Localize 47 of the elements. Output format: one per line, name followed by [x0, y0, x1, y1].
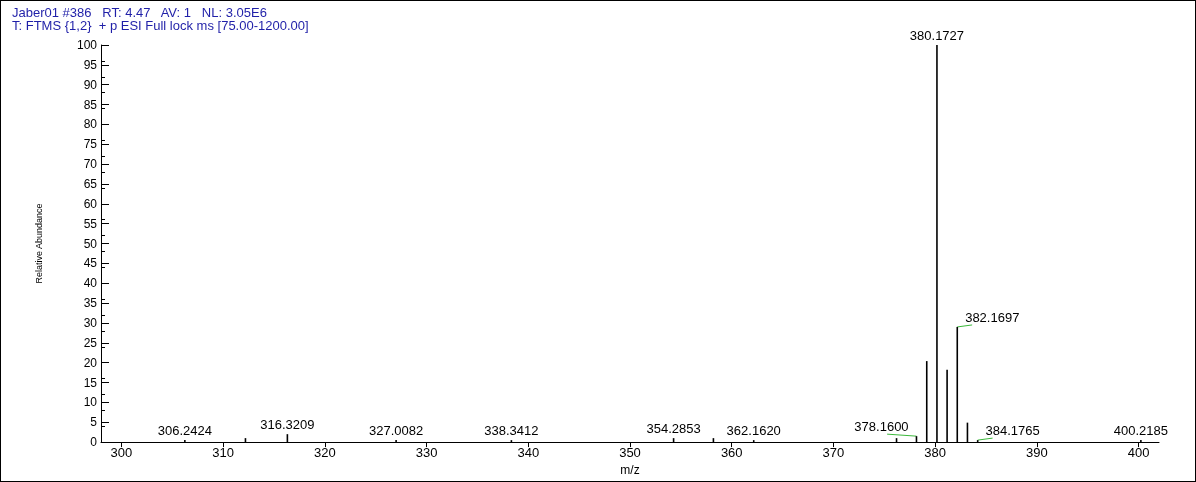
- y-tick-label: 45: [83, 256, 98, 271]
- annotation: 338.3412: [484, 423, 539, 439]
- y-tick-label: 75: [83, 137, 98, 152]
- y-tick-label: 85: [83, 97, 98, 112]
- x-tick-label: 310: [212, 445, 234, 461]
- y-tick-label: 60: [83, 196, 98, 211]
- annotation: 327.0082: [368, 423, 424, 439]
- y-tick-label: 15: [83, 375, 98, 390]
- y-axis-title: Relative Abundance: [33, 203, 44, 284]
- annotation: 354.2853: [646, 421, 701, 437]
- annotation: 384.1765: [985, 423, 1040, 439]
- x-tick-label: 380: [924, 445, 947, 461]
- x-tick-label: 400: [1127, 445, 1150, 461]
- x-tick-label: 300: [110, 445, 133, 461]
- x-tick-label: 330: [415, 445, 438, 461]
- annotation: 306.2424: [157, 423, 212, 439]
- annotation: 400.2185: [1113, 423, 1168, 439]
- annotation: 316.3209: [260, 417, 315, 433]
- y-tick-label: 25: [83, 335, 98, 350]
- x-tick-label: 340: [517, 445, 540, 461]
- annotation: 378.1600: [854, 419, 909, 435]
- y-tick-label: 35: [83, 296, 98, 311]
- y-tick-label: 70: [83, 157, 98, 172]
- chart-subtitle: T: FTMS {1,2} + p ESI Full lock ms [75.00-1200.00]: [12, 18, 309, 33]
- y-tick-label: 50: [83, 236, 98, 251]
- annotation: 362.1620: [726, 423, 781, 439]
- chart-title: Jaber01 #386 RT: 4.47 AV: 1 NL: 3.05E6: [12, 5, 267, 20]
- y-tick-label: 55: [83, 216, 98, 231]
- x-tick-label: 370: [822, 445, 845, 461]
- y-tick-label: 0: [90, 435, 98, 450]
- x-tick-label: 350: [619, 445, 641, 461]
- x-axis-title: m/z: [620, 463, 640, 477]
- y-tick-label: 20: [83, 355, 98, 370]
- y-tick-label: 80: [83, 117, 98, 132]
- annotation: 382.1697: [965, 309, 1020, 325]
- x-tick-label: 390: [1026, 445, 1048, 461]
- y-tick-label: 5: [90, 415, 98, 430]
- y-tick-label: 40: [83, 276, 98, 291]
- annotation: 380.1727: [909, 28, 965, 43]
- x-tick-label: 320: [313, 445, 336, 461]
- y-tick-label: 10: [83, 395, 98, 410]
- y-tick-label: 95: [83, 57, 98, 72]
- y-tick-label: 100: [76, 38, 98, 52]
- x-tick-label: 360: [720, 445, 743, 461]
- y-tick-label: 30: [83, 315, 98, 330]
- y-tick-label: 65: [83, 176, 98, 191]
- y-tick-label: 90: [83, 77, 98, 92]
